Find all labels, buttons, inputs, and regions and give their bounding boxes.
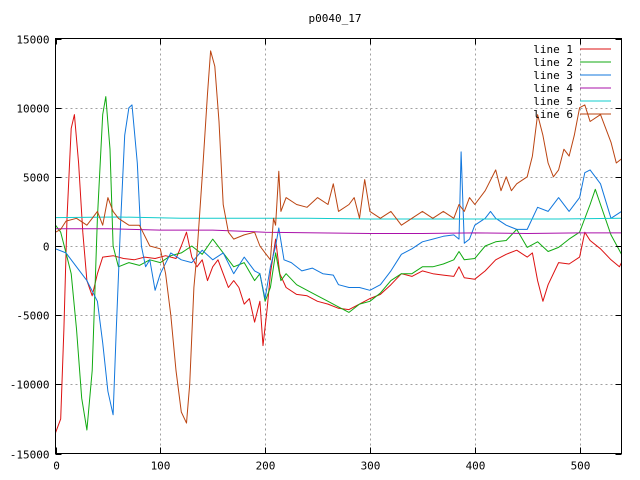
axis-ticks: 0 100 200 300 400 500 -15000 -10000 -5000 0 5000 10… [10, 34, 622, 473]
legend-label-1: line 1 [533, 43, 573, 56]
y-tick-label: -15000 [10, 449, 50, 462]
x-tick-label: 100 [151, 460, 171, 473]
y-tick-label: 10000 [16, 103, 49, 116]
legend-label-3: line 3 [533, 69, 573, 82]
x-tick-label: 500 [571, 460, 591, 473]
series-line-2 [55, 96, 622, 431]
legend-label-2: line 2 [533, 56, 573, 69]
y-tick-label: -5000 [16, 310, 49, 323]
series-line-3 [55, 104, 622, 416]
legend-label-4: line 4 [533, 82, 573, 95]
series-layer [55, 50, 622, 433]
y-tick-label: -10000 [10, 379, 50, 392]
legend-label-5: line 5 [533, 95, 573, 108]
series-line-5 [55, 216, 622, 220]
y-tick-label: 0 [43, 241, 50, 254]
legend-label-6: line 6 [533, 108, 573, 121]
series-line-4 [55, 228, 622, 234]
x-tick-label: 0 [53, 460, 60, 473]
series-line-1 [55, 114, 622, 433]
x-tick-label: 400 [466, 460, 486, 473]
series-line-6 [55, 50, 622, 424]
x-tick-label: 200 [256, 460, 276, 473]
x-tick-label: 300 [361, 460, 381, 473]
y-tick-label: 15000 [16, 34, 49, 47]
y-tick-label: 5000 [23, 172, 50, 185]
chart-title: p0040_17 [309, 12, 362, 25]
